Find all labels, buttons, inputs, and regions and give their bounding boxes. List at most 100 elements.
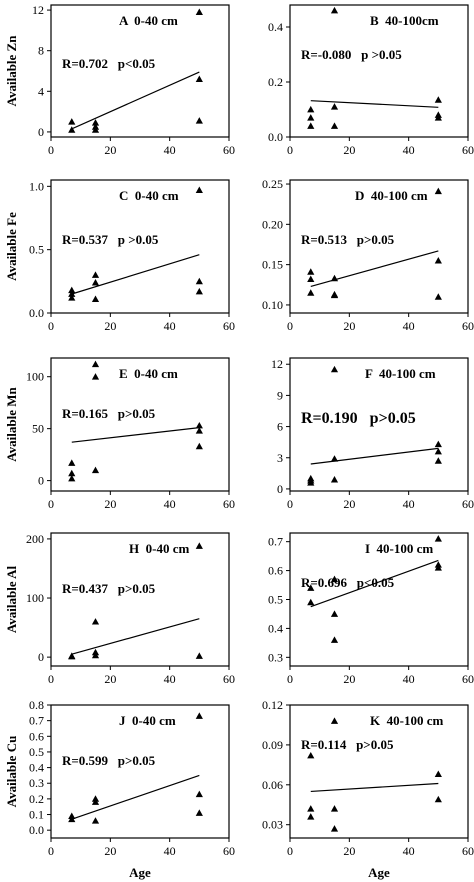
stat-label: R=0.599 p>0.05 (62, 753, 156, 768)
y-tick-label: 0.5 (268, 593, 283, 607)
x-tick-label: 60 (462, 497, 474, 511)
data-point (330, 575, 339, 583)
panel-label: H 0-40 cm (129, 541, 189, 556)
x-tick-label: 40 (403, 672, 415, 686)
data-point (195, 542, 203, 549)
x-tick-label: 60 (462, 319, 474, 333)
data-point (434, 293, 442, 300)
x-tick-label: 20 (104, 319, 116, 333)
data-point (307, 813, 315, 820)
y-tick-label: 12 (32, 3, 44, 17)
x-tick-label: 0 (48, 497, 54, 511)
y-axis-label: Available Fe (4, 212, 19, 281)
data-point (434, 114, 442, 121)
y-tick-label: 0.3 (268, 650, 283, 664)
y-axis-label: Available Al (4, 565, 19, 633)
data-point (330, 122, 339, 129)
panel-3: 0 20 40 60 0.0 0.5 1.0 C 0-40 cm R=0.537 p >0.05… (4, 179, 235, 333)
panel-label: D 40-100 cm (355, 188, 428, 203)
x-tick-label: 60 (462, 844, 474, 858)
x-tick-label: 20 (343, 497, 355, 511)
data-point (195, 8, 203, 15)
data-point (91, 123, 100, 130)
x-axis-label: Age (368, 865, 390, 880)
panel-8: 0 20 40 60 0.3 0.4 0.5 0.6 0.7 I 40-100 cm R=0.696… (268, 532, 474, 686)
x-tick-label: 60 (223, 672, 235, 686)
data-point (68, 290, 76, 297)
x-tick-label: 40 (403, 497, 415, 511)
data-point (195, 712, 203, 719)
y-tick-label: 12 (271, 357, 283, 371)
data-point (195, 421, 203, 429)
stat-label: R=-0.080 p >0.05 (301, 47, 402, 62)
stat-label: R=0.165 p>0.05 (62, 406, 156, 421)
data-point (330, 365, 339, 373)
data-point (434, 187, 442, 195)
y-tick-label: 100 (26, 370, 44, 384)
y-tick-label: 1.0 (29, 179, 44, 193)
x-tick-label: 20 (104, 497, 116, 511)
panel-label: J 0-40 cm (119, 713, 176, 728)
y-tick-label: 3 (277, 451, 283, 465)
x-tick-label: 20 (343, 319, 355, 333)
panel-6: 0 20 40 60 0 3 6 9 12 F 40-100 cm R=0.190 p>0.05 (271, 357, 474, 511)
y-tick-label: 100 (26, 591, 44, 605)
panel-9: 0 20 40 60 0.00.1 0.2 0.30.4 0.5 0.60.7 0.8 J 0-40… (4, 698, 235, 880)
data-point (434, 447, 442, 455)
plot-frame (50, 179, 230, 314)
y-tick-label: 0.0 (29, 306, 44, 320)
x-tick-label: 60 (462, 143, 474, 157)
panel-7: 0 20 40 60 0 100 200 H 0-40 cm R=0.437 p>0.05 Ava… (4, 532, 235, 686)
x-tick-label: 60 (223, 844, 235, 858)
data-point (91, 466, 100, 474)
y-tick-label: 8 (38, 44, 44, 58)
stat-label: R=0.114 p>0.05 (301, 737, 394, 752)
x-tick-label: 60 (223, 143, 235, 157)
x-tick-label: 0 (48, 844, 54, 858)
plot-frame (289, 704, 469, 839)
plot-frame (50, 357, 230, 492)
data-point (307, 105, 315, 113)
y-tick-label: 0.5 (29, 243, 44, 257)
data-point (330, 717, 339, 724)
x-tick-label: 0 (287, 143, 293, 157)
data-point (307, 122, 315, 129)
data-point (91, 817, 100, 824)
data-point (195, 790, 203, 798)
data-point (195, 809, 203, 816)
y-tick-label: 0.6 (29, 729, 44, 743)
y-tick-label: 4 (38, 84, 44, 98)
y-tick-label: 0.5 (29, 745, 44, 759)
x-tick-label: 0 (48, 672, 54, 686)
data-point (434, 96, 442, 103)
trend-line (310, 559, 439, 608)
data-point (307, 479, 315, 486)
x-tick-label: 40 (403, 319, 415, 333)
y-tick-label: 0.4 (268, 621, 283, 635)
y-tick-label: 0.10 (262, 298, 283, 312)
data-point (195, 277, 203, 285)
x-tick-label: 0 (287, 497, 293, 511)
data-point (330, 825, 339, 832)
y-tick-label: 0.25 (262, 177, 283, 191)
x-tick-label: 40 (164, 844, 176, 858)
data-point (195, 427, 203, 434)
trend-line (71, 427, 200, 443)
x-tick-label: 60 (223, 497, 235, 511)
data-point (330, 455, 339, 462)
x-tick-label: 40 (164, 319, 176, 333)
x-tick-label: 60 (223, 319, 235, 333)
panel-5: 0 20 40 60 0 50 100 E 0-40 cm R=0.165 p>0.05 Avai… (4, 357, 235, 511)
plot-frame (50, 532, 230, 667)
data-point (68, 815, 76, 823)
trend-line (310, 100, 439, 108)
x-tick-label: 40 (403, 143, 415, 157)
y-tick-label: 0 (277, 482, 283, 496)
x-tick-label: 20 (104, 672, 116, 686)
trend-line (71, 254, 200, 295)
y-tick-label: 0.2 (29, 792, 44, 806)
stat-label: R=0.513 p>0.05 (301, 232, 395, 247)
panel-label: K 40-100 cm (370, 713, 443, 728)
y-tick-label: 0.0 (29, 823, 44, 837)
